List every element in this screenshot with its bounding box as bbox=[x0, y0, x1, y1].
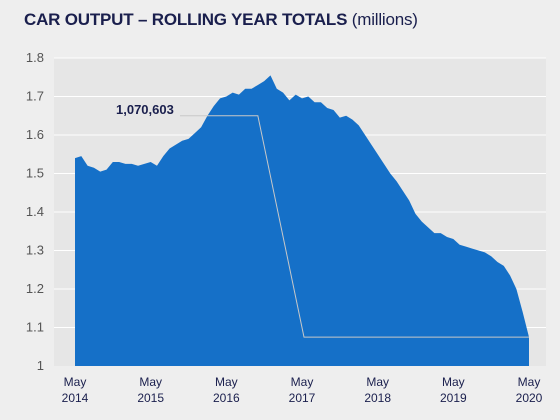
x-tick-label-year: 2014 bbox=[62, 391, 89, 405]
x-tick-label-month: May bbox=[518, 375, 541, 389]
x-tick-label-year: 2019 bbox=[440, 391, 467, 405]
x-tick-label-month: May bbox=[64, 375, 87, 389]
y-tick-label-1.1: 1.1 bbox=[26, 320, 44, 335]
x-tick-label-month: May bbox=[366, 375, 389, 389]
chart-title: CAR OUTPUT – ROLLING YEAR TOTALS (millio… bbox=[24, 10, 418, 30]
y-tick-label-1.2: 1.2 bbox=[26, 281, 44, 296]
x-tick-label-year: 2017 bbox=[289, 391, 316, 405]
x-tick-label-month: May bbox=[139, 375, 162, 389]
x-tick-label-month: May bbox=[215, 375, 238, 389]
x-tick-label-year: 2016 bbox=[213, 391, 240, 405]
annotation-line bbox=[180, 115, 529, 338]
series-area bbox=[75, 75, 529, 366]
annotation-label: 1,070,603 bbox=[116, 102, 174, 117]
y-tick-label-1: 1 bbox=[37, 358, 44, 373]
y-tick-label-1.7: 1.7 bbox=[26, 89, 44, 104]
chart-title-unit: (millions) bbox=[351, 10, 418, 29]
x-tick-label-year: 2018 bbox=[364, 391, 391, 405]
chart-title-main: CAR OUTPUT – ROLLING YEAR TOTALS bbox=[24, 10, 348, 29]
y-tick-label-1.8: 1.8 bbox=[26, 50, 44, 65]
y-tick-label-1.5: 1.5 bbox=[26, 166, 44, 181]
x-tick-label-year: 2020 bbox=[516, 391, 543, 405]
y-tick-label-1.4: 1.4 bbox=[26, 204, 44, 219]
x-tick-label-month: May bbox=[291, 375, 314, 389]
y-tick-label-1.3: 1.3 bbox=[26, 243, 44, 258]
x-tick-label-month: May bbox=[442, 375, 465, 389]
x-tick-label-year: 2015 bbox=[137, 391, 164, 405]
y-tick-label-1.6: 1.6 bbox=[26, 127, 44, 142]
